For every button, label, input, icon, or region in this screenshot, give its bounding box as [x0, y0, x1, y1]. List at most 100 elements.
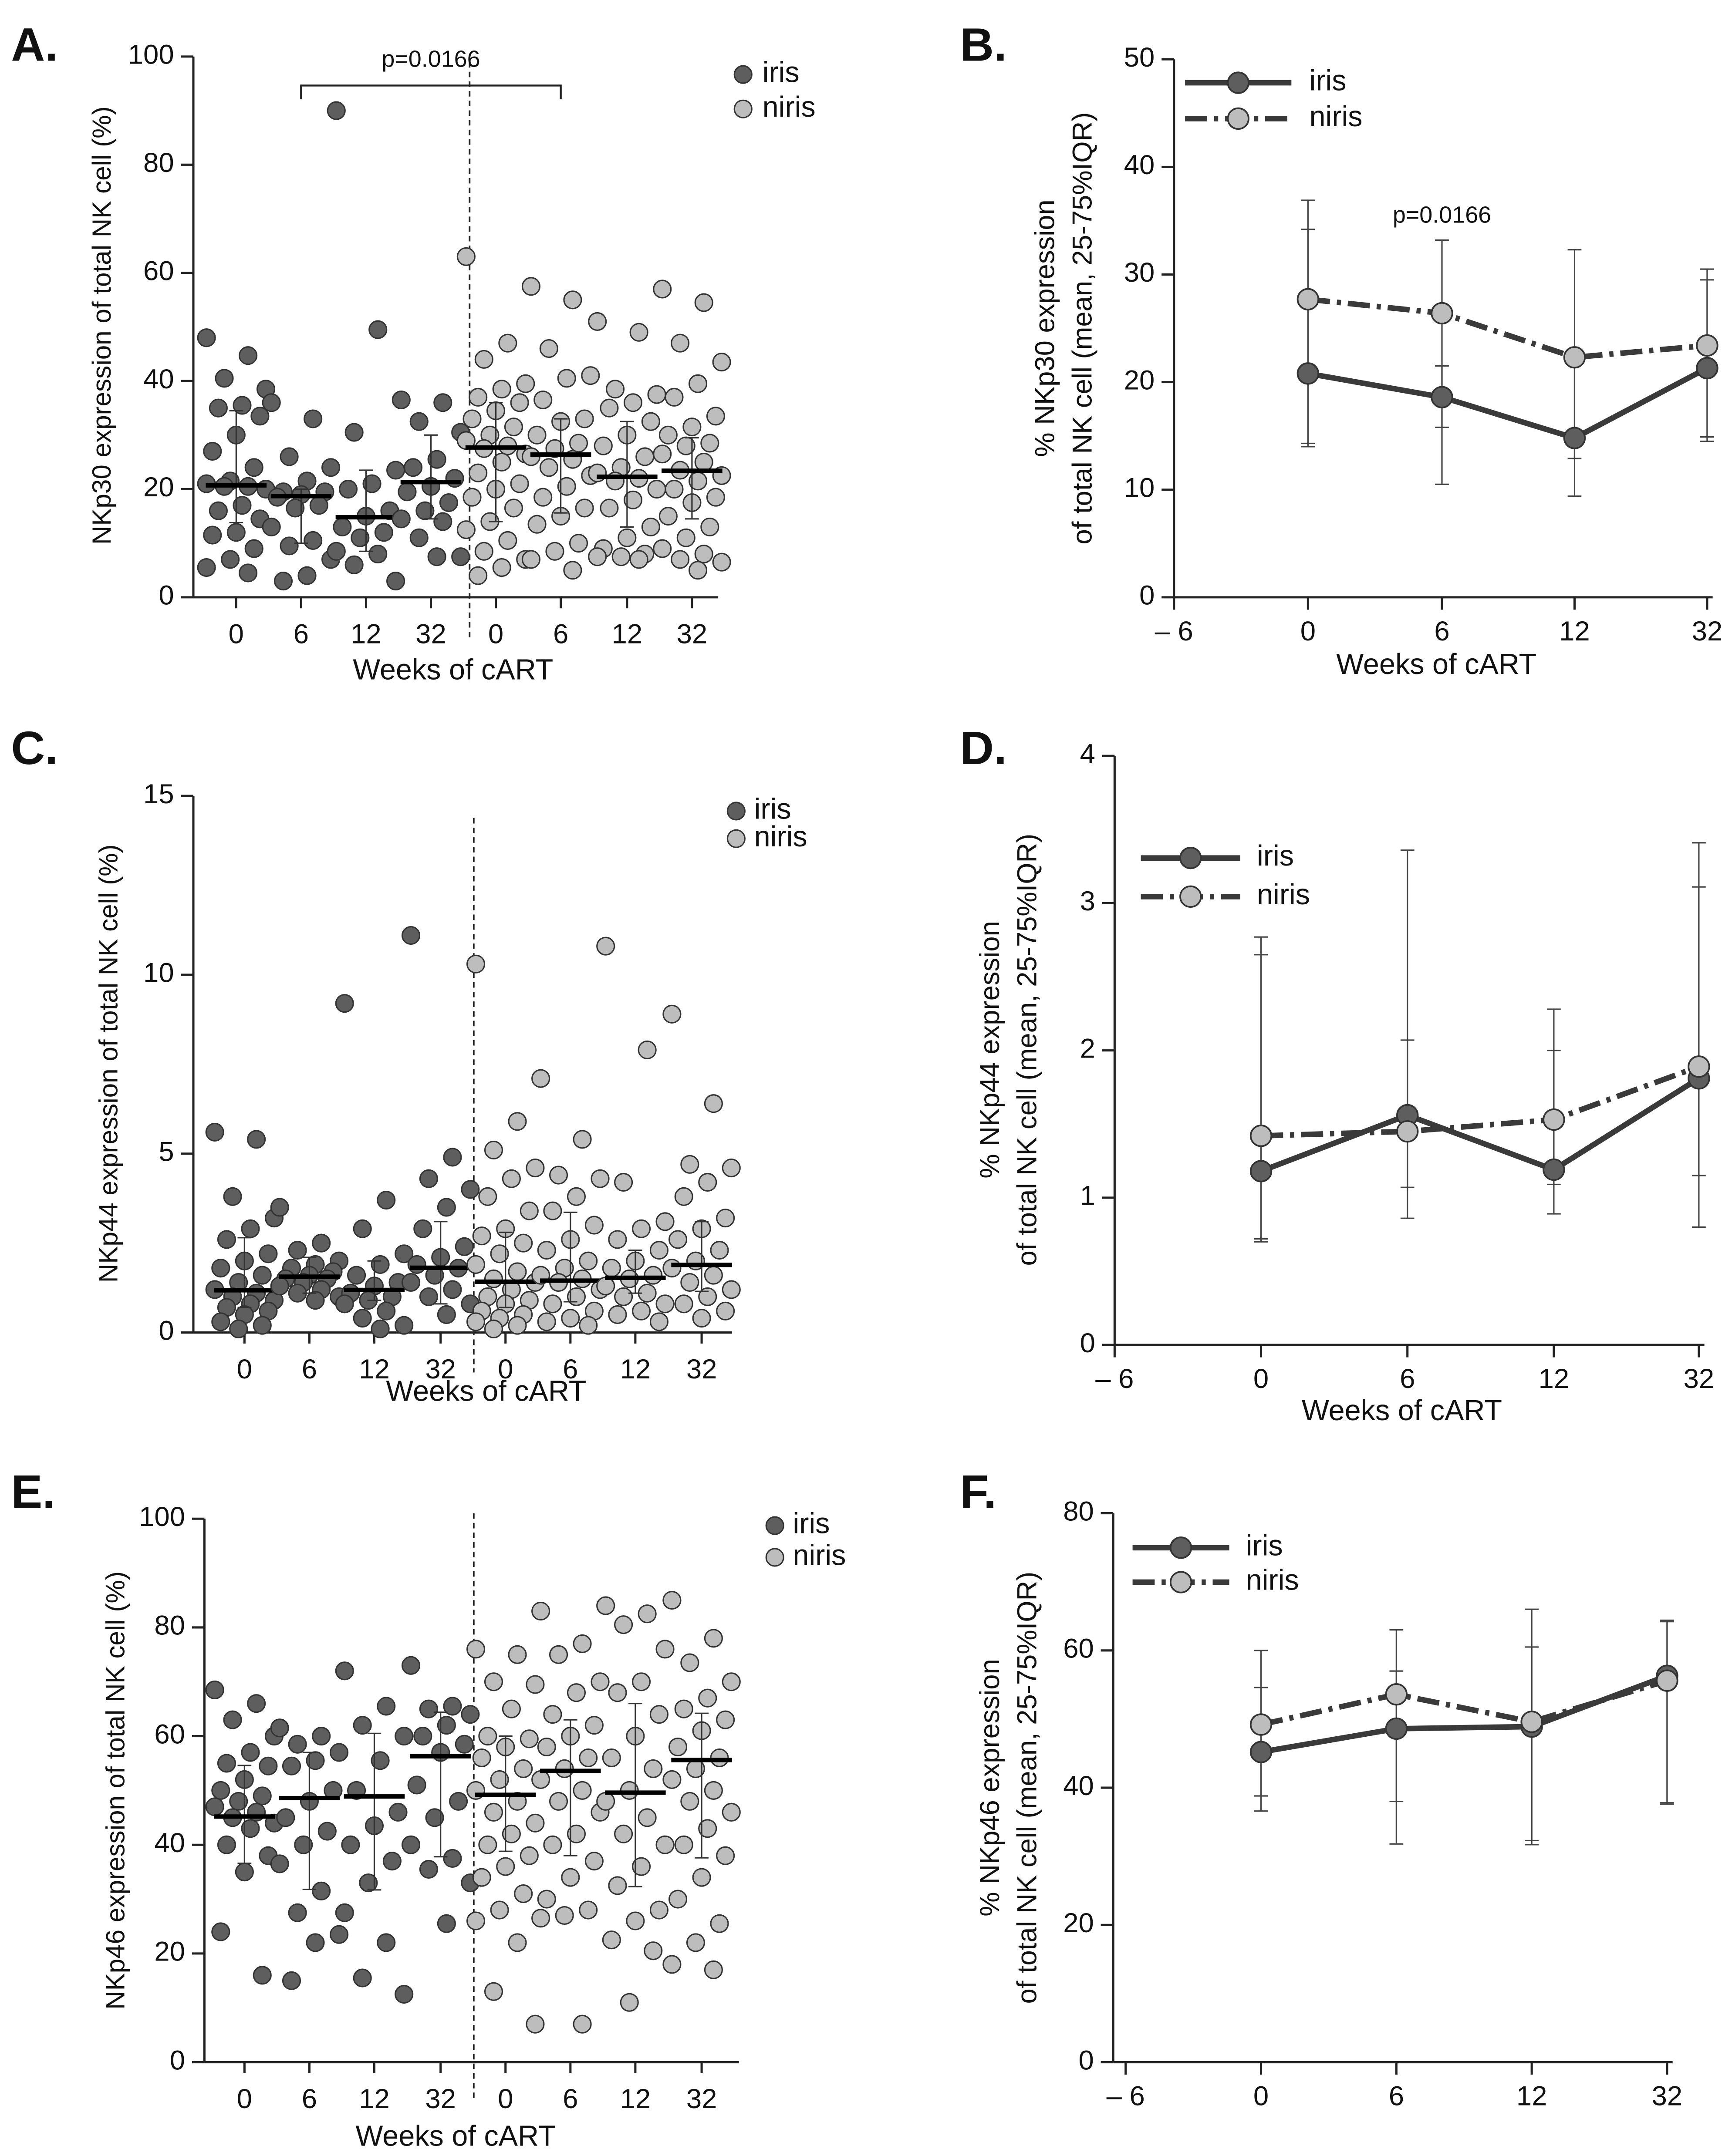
data-point — [561, 1868, 580, 1887]
data-point — [594, 436, 613, 455]
data-point — [555, 1906, 574, 1925]
data-point — [333, 517, 352, 536]
data-point — [722, 1280, 741, 1299]
data-point — [484, 1982, 503, 2001]
legend-marker — [1169, 1536, 1192, 1559]
data-point — [1249, 1713, 1273, 1736]
data-point — [504, 418, 523, 437]
data-point — [655, 1835, 675, 1854]
y-tick-label: 40 — [1063, 1771, 1094, 1801]
data-point — [700, 517, 719, 536]
data-point — [704, 1094, 723, 1113]
y-tick-label: 0 — [1139, 580, 1155, 611]
data-point — [401, 1656, 421, 1675]
data-point — [680, 1653, 699, 1672]
data-point — [439, 493, 458, 512]
data-point — [359, 1873, 378, 1893]
data-point — [262, 393, 281, 412]
data-point — [371, 1751, 390, 1770]
legend-marker — [726, 802, 746, 821]
x-tick-label: 12 — [620, 2084, 651, 2114]
x-axis-label: Weeks of cART — [1336, 648, 1536, 680]
x-tick-label: – 6 — [1155, 616, 1193, 647]
data-point — [374, 523, 393, 542]
x-tick-label: 32 — [1652, 2081, 1683, 2112]
iqr-bar — [628, 1703, 642, 1887]
data-point — [674, 1835, 693, 1854]
data-point — [253, 1316, 272, 1335]
x-tick-label: 12 — [1516, 2081, 1547, 2112]
data-point — [531, 1069, 550, 1088]
data-point — [211, 1922, 230, 1941]
data-point — [492, 380, 511, 399]
data-point — [706, 407, 726, 426]
data-point — [647, 479, 666, 499]
data-point — [312, 1233, 331, 1253]
data-point — [584, 1716, 604, 1735]
iqr-bar — [498, 1231, 513, 1308]
x-tick-label: 12 — [359, 2084, 390, 2114]
data-point — [596, 937, 615, 956]
data-point — [469, 463, 488, 482]
data-point — [655, 1212, 675, 1231]
data-point — [472, 1748, 491, 1768]
data-point — [537, 1890, 556, 1909]
legend-label: iris — [1310, 65, 1347, 97]
data-point — [466, 1911, 486, 1930]
data-point — [205, 1122, 224, 1142]
data-point — [250, 407, 270, 426]
data-point — [531, 1601, 550, 1621]
data-point — [668, 1890, 688, 1909]
data-point — [502, 1824, 521, 1843]
data-point — [508, 1933, 527, 1952]
data-point — [247, 1694, 266, 1713]
data-point — [629, 550, 648, 569]
data-point — [253, 1786, 272, 1806]
significance-bracket — [300, 84, 562, 100]
x-tick-label: 0 — [498, 1354, 513, 1385]
data-point — [433, 393, 452, 412]
data-point — [351, 528, 370, 547]
data-point — [353, 1968, 372, 1988]
data-point — [662, 1259, 682, 1278]
data-point — [294, 1835, 313, 1854]
data-point — [217, 1835, 236, 1854]
data-point — [567, 1824, 586, 1843]
series-line — [1261, 1064, 1700, 1139]
data-point — [484, 1140, 503, 1160]
x-tick-label: – 6 — [1107, 2081, 1145, 2112]
x-tick-label: 12 — [1539, 1364, 1570, 1394]
data-point — [614, 1615, 633, 1634]
data-point — [466, 954, 486, 974]
data-point — [330, 1743, 349, 1762]
data-point — [451, 547, 470, 566]
data-point — [561, 1309, 580, 1328]
y-tick-label: 40 — [1124, 150, 1155, 180]
data-point — [698, 1688, 717, 1708]
data-point — [526, 1813, 545, 1833]
x-tick-label: 12 — [359, 1354, 390, 1385]
data-point — [671, 550, 690, 569]
data-point — [259, 1244, 278, 1263]
legend-marker — [1179, 846, 1202, 869]
data-point — [427, 450, 446, 469]
data-point — [543, 1835, 562, 1854]
data-point — [537, 1241, 556, 1260]
data-point — [392, 509, 411, 529]
data-point — [521, 277, 540, 296]
data-point — [602, 1259, 621, 1278]
data-point — [655, 1640, 675, 1659]
data-point — [217, 1230, 236, 1249]
x-tick-label: 12 — [1559, 616, 1590, 647]
data-point — [716, 1710, 735, 1729]
data-point — [712, 353, 731, 372]
data-point — [1543, 1108, 1565, 1131]
y-tick-label: 3 — [1080, 886, 1095, 916]
data-point — [508, 1645, 527, 1664]
data-point — [649, 1900, 668, 1920]
data-point — [377, 1190, 396, 1210]
legend-label: niris — [793, 1540, 846, 1572]
iqr-bar — [229, 410, 243, 524]
data-point — [605, 380, 625, 399]
data-point — [327, 101, 346, 120]
